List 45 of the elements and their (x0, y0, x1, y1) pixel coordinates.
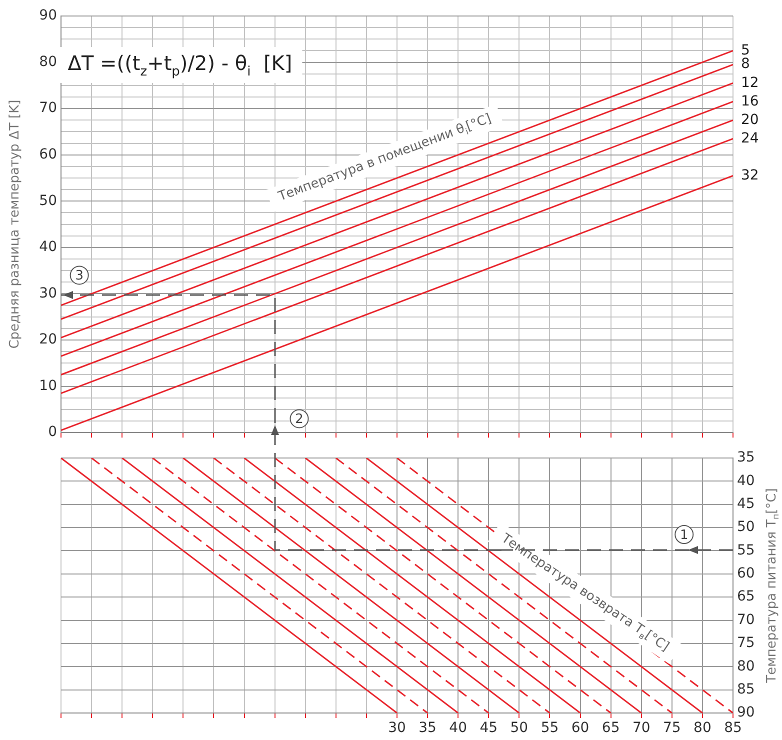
x-tick-label: 80 (694, 720, 712, 736)
series-label: 24 (741, 130, 759, 146)
series-label: 12 (741, 74, 759, 91)
x-tick-label: 55 (540, 720, 559, 736)
x-tick-label: 60 (571, 720, 590, 736)
x-tick-label: 85 (724, 720, 742, 736)
y-tick-label: 0 (48, 424, 57, 440)
y-tick-label: 70 (39, 100, 57, 116)
series-label: 8 (741, 56, 750, 72)
y-tick-label: 40 (39, 239, 57, 256)
x-tick-label: 75 (662, 720, 681, 736)
y-tick-label: 70 (737, 612, 755, 628)
series-label: 5 (741, 42, 750, 58)
x-tick-label: 50 (510, 720, 528, 736)
y-tick-label: 10 (39, 378, 57, 394)
y-tick-label: 60 (737, 566, 755, 582)
annotation: 2 (295, 412, 304, 428)
series-label: 16 (741, 93, 759, 110)
y-tick-label: 90 (737, 704, 755, 721)
y-tick-label: 60 (39, 146, 57, 163)
y-tick-label: 40 (737, 472, 755, 489)
y-tick-label: 85 (737, 681, 755, 698)
y-tick-label: 30 (39, 285, 57, 302)
y-tick-label: 80 (737, 658, 755, 674)
y-tick-label: 45 (737, 496, 755, 512)
y-tick-label: 35 (737, 450, 755, 466)
y-axis-title: Средняя разница температур ΔT [K] (7, 100, 22, 349)
y-tick-label: 75 (737, 635, 755, 652)
x-tick-label: 40 (449, 720, 468, 736)
x-tick-label: 70 (632, 720, 650, 736)
x-tick-label: 35 (418, 720, 436, 736)
y-tick-label: 90 (39, 8, 57, 24)
y-tick-label: 55 (737, 542, 755, 558)
y-axis-title: Температура питания Tп[°C] (764, 488, 781, 684)
y-tick-label: 20 (39, 332, 57, 348)
x-tick-label: 30 (388, 720, 406, 736)
y-tick-label: 80 (39, 54, 57, 70)
y-tick-label: 65 (737, 588, 755, 605)
annotation: 3 (75, 268, 84, 284)
y-tick-label: 50 (39, 192, 57, 209)
series-label: 32 (741, 167, 759, 184)
x-tick-label: 65 (602, 720, 620, 736)
y-tick-label: 50 (737, 519, 755, 536)
x-tick-label: 45 (480, 720, 498, 736)
annotation: 1 (680, 528, 688, 543)
